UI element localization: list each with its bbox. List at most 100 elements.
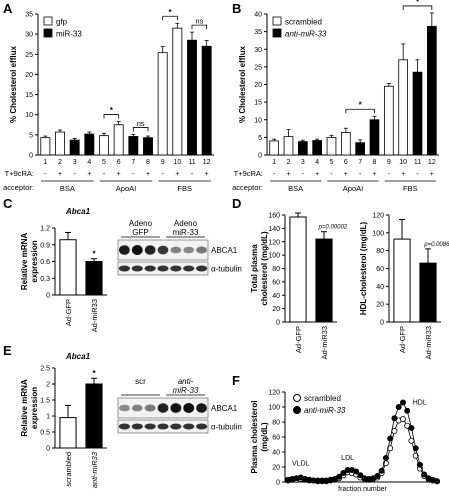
- x-axis-label: fraction number: [338, 486, 387, 493]
- y-tick-label: 60: [272, 435, 280, 442]
- chart-d-hdl-cholesterol: 0 20 40 60 80 100 120 HDL-cholesterol (mg/dL) Ad…: [359, 213, 449, 360]
- data-point: [399, 415, 406, 422]
- data-point: [391, 427, 398, 434]
- blot-band: [144, 265, 156, 272]
- gene-title-c: Abca1: [65, 207, 91, 216]
- bar: [383, 85, 394, 156]
- bar: [398, 59, 409, 156]
- blot-band: [157, 423, 169, 430]
- legend-label: gfp: [56, 18, 68, 27]
- data-point: [399, 399, 406, 406]
- category-label: 7: [358, 159, 362, 166]
- treatment-sign: -: [132, 171, 135, 178]
- significance-label: *: [359, 101, 363, 110]
- bar: [315, 238, 333, 323]
- treatment-sign: -: [388, 171, 391, 178]
- bar: [187, 39, 197, 156]
- blot-band: [144, 245, 156, 255]
- blot-band: [196, 246, 207, 254]
- treatment-sign: +: [175, 171, 179, 178]
- panel-letter-c: C: [3, 196, 13, 211]
- data-point: [382, 454, 389, 461]
- blot-band: [170, 403, 182, 413]
- y-axis-label: Plasma cholesterol(mg/dL): [250, 401, 269, 474]
- bar: [283, 136, 294, 156]
- y-tick-label: 80: [272, 420, 280, 427]
- y-tick-label: 120: [268, 390, 280, 397]
- blot-header: Adeno miR-33: [173, 219, 199, 237]
- data-point: [433, 478, 440, 485]
- bar: [143, 137, 153, 156]
- bar: [113, 124, 124, 156]
- category-label: Ad-miR33: [90, 299, 99, 332]
- bar: [289, 216, 307, 323]
- treatment-label: T+9cRA:: [5, 169, 34, 178]
- blot-label: α-tubulin: [211, 423, 242, 432]
- blot-band: [183, 423, 195, 430]
- data-point: [336, 473, 343, 480]
- treatment-sign: +: [286, 171, 290, 178]
- category-label: 9: [387, 159, 391, 166]
- blot-band: [183, 246, 195, 254]
- category-label: 2: [287, 159, 291, 166]
- y-axis-label: Relative mRNAexpression: [20, 379, 39, 437]
- blot-header: scr: [135, 377, 146, 386]
- data-point: [387, 445, 394, 452]
- panel-letter-d: D: [232, 196, 241, 211]
- treatment-sign: -: [44, 171, 47, 178]
- bar: [393, 238, 411, 323]
- p-value-label: p=0.0086: [423, 242, 449, 248]
- y-tick-label: 140: [268, 226, 280, 233]
- y-axis-label: Relative mRNAexpression: [20, 233, 39, 291]
- treatment-sign: -: [73, 171, 76, 178]
- y-tick-label: 80: [376, 248, 384, 255]
- significance-label: *: [416, 0, 420, 6]
- blot-band: [131, 423, 143, 430]
- y-tick-label: 0: [380, 320, 384, 327]
- acceptor-group-label: FBS: [177, 184, 192, 193]
- blot-band: [195, 265, 208, 272]
- western-blot-e: scr anti-miR-33 ABCA1 α-tubulin: [117, 377, 242, 434]
- panel-letter-e: E: [3, 343, 12, 358]
- gene-title-e: Abca1: [65, 352, 91, 361]
- y-tick-label: 25: [25, 52, 33, 59]
- treatment-sign: +: [401, 171, 405, 178]
- y-tick-label: 20: [272, 306, 280, 313]
- y-tick-label: 25: [254, 64, 262, 71]
- y-tick-label: 0: [276, 320, 280, 327]
- data-point: [408, 437, 415, 444]
- blot-band: [131, 245, 143, 255]
- category-label: Ad-miR33: [320, 326, 329, 359]
- significance-label: ns: [137, 119, 145, 128]
- y-tick-label: 0.6: [40, 259, 50, 266]
- category-label: 9: [161, 159, 165, 166]
- bar: [85, 383, 103, 449]
- y-tick-label: 2: [46, 382, 50, 389]
- bar: [157, 52, 168, 156]
- treatment-sign: -: [161, 171, 164, 178]
- significance-bracket: [132, 127, 149, 132]
- legend-swatch: [43, 28, 53, 38]
- y-tick-label: 10: [25, 112, 33, 119]
- category-label: 4: [315, 159, 319, 166]
- y-tick-label: 100: [268, 253, 280, 260]
- significance-bracket: [345, 108, 375, 114]
- significance-label: *: [110, 106, 114, 115]
- y-tick-label: 20: [272, 465, 280, 472]
- bar: [355, 142, 366, 156]
- y-tick-label: 0: [258, 153, 262, 160]
- y-tick-label: 0: [276, 480, 280, 487]
- y-tick-label: 2.5: [40, 366, 50, 373]
- significance-bracket: [162, 15, 178, 21]
- y-axis-label: % Cholesterol efflux: [9, 46, 18, 123]
- treatment-sign: +: [430, 171, 434, 178]
- y-tick-label: 0.5: [40, 430, 50, 437]
- category-label: 1: [272, 159, 276, 166]
- category-label: 5: [330, 159, 334, 166]
- chart-f: 0 20 40 60 80 100 120 Plasma cholesterol(mg/dL)…: [250, 390, 440, 493]
- y-tick-label: 35: [25, 12, 33, 19]
- acceptor-group-label: BSA: [60, 184, 75, 193]
- y-tick-label: 60: [272, 279, 280, 286]
